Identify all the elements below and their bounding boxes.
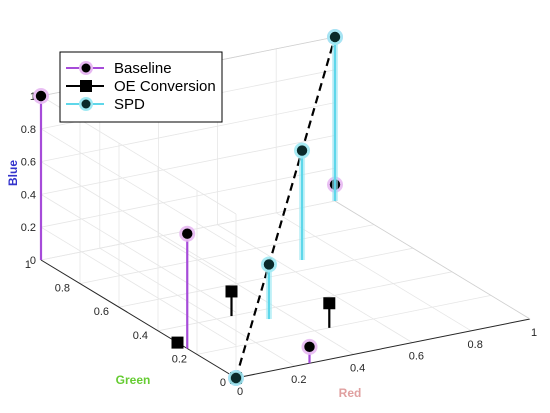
- back-wall-grid-line: [40, 135, 336, 195]
- y-tick-label: 0.6: [94, 306, 109, 318]
- oe-conversion-marker: [323, 297, 336, 310]
- x-axis-line: [235, 318, 531, 379]
- x-tick-label: 0.6: [409, 351, 424, 363]
- side-wall-grid-line: [40, 128, 237, 248]
- floor-grid-line: [196, 295, 492, 355]
- floor-edge-line: [334, 200, 531, 320]
- diagonal-dashed-line: [234, 36, 337, 379]
- data-marks: [33, 29, 343, 386]
- floor-grid-line: [79, 224, 375, 284]
- legend-entry-baseline: Baseline: [66, 60, 172, 77]
- legend-label-spd: SPD: [114, 96, 145, 113]
- baseline-marker: [304, 341, 315, 353]
- x-tick-label: 1: [531, 327, 537, 339]
- floor-grid-line: [275, 212, 472, 332]
- x-tick-label: 0.8: [468, 339, 483, 351]
- legend-label-baseline: Baseline: [114, 60, 172, 77]
- floor-grid-line: [158, 236, 354, 355]
- legend-entry-oe-conversion: OE Conversion: [66, 78, 216, 95]
- x-tick-label: 0.2: [291, 374, 306, 386]
- spd-marker: [263, 259, 275, 270]
- side-wall-grid-line: [40, 226, 237, 346]
- y-tick-label: 0: [220, 377, 226, 389]
- x-axis-label: Red: [339, 386, 362, 400]
- back-wall-grid-line: [40, 102, 336, 162]
- side-wall-grid-line: [40, 161, 237, 280]
- back-wall-grid-line: [40, 167, 336, 228]
- z-tick-label: 0.2: [21, 222, 36, 234]
- x-tick-label: 0: [237, 386, 243, 398]
- z-tick-label: 0.8: [21, 124, 36, 136]
- z-tick-label: 0.4: [21, 189, 36, 201]
- baseline-marker: [182, 228, 193, 239]
- side-wall-grid-line: [40, 194, 237, 313]
- y-tick-label: 0.2: [172, 353, 187, 365]
- legend-entry-spd: SPD: [66, 96, 145, 113]
- spd-marker: [230, 372, 242, 384]
- spd-marker: [296, 145, 308, 156]
- spd-marker: [329, 31, 341, 43]
- z-tick-label: 0.6: [21, 157, 36, 169]
- z-tick-label: 1: [30, 91, 36, 103]
- y-tick-label: 0.4: [133, 330, 148, 342]
- y-tick-label: 1: [25, 259, 31, 271]
- y-axis-label: Green: [116, 373, 151, 387]
- z-tick-label: 0: [30, 255, 36, 267]
- y-tick-label: 0.8: [55, 283, 70, 295]
- legend: Baseline OE Conversion SPD: [59, 51, 223, 123]
- z-axis-label: Blue: [6, 160, 20, 186]
- x-tick-label: 0.4: [350, 362, 365, 374]
- oe-conversion-marker: [171, 336, 184, 349]
- y-axis-line: [40, 259, 237, 379]
- tick-labels: 00.20.40.60.8100.20.40.60.8100.20.40.60.…: [21, 91, 537, 398]
- floor-grid-line: [157, 271, 453, 332]
- floor-grid-line: [217, 224, 413, 343]
- legend-label-oe-conversion: OE Conversion: [114, 78, 216, 95]
- baseline-marker: [35, 90, 47, 102]
- oe-conversion-marker: [225, 285, 238, 298]
